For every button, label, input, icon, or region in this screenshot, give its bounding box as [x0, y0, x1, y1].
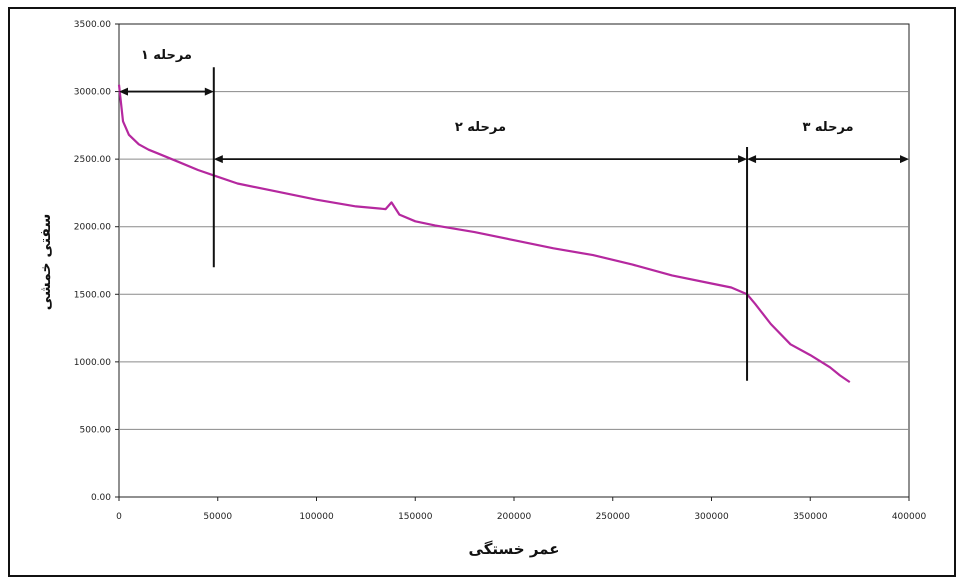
arrow-head-right — [900, 155, 909, 164]
x-tick-label: 300000 — [694, 512, 729, 522]
y-axis-label: سفتی خمشی — [38, 214, 54, 310]
y-tick-label: 3500.00 — [74, 20, 111, 30]
arrow-head-left — [213, 155, 223, 164]
x-tick-label: 250000 — [596, 512, 631, 522]
y-tick-label: 2500.00 — [74, 155, 111, 165]
x-tick-label: 350000 — [793, 512, 828, 522]
x-axis-label: عمر خستگی — [469, 540, 560, 558]
x-axis: 0 50000 100000 150000 200000 250000 300000 3500… — [116, 497, 926, 522]
y-tick-label: 1000.00 — [74, 358, 111, 368]
arrow-head-left — [119, 87, 128, 96]
y-tick-label: 3000.00 — [74, 88, 111, 98]
y-axis: 0.00 500.00 1000.00 1500.00 2000.00 2500.00 30… — [74, 20, 119, 503]
x-tick-label: 200000 — [497, 512, 532, 522]
arrow-head-right — [204, 87, 214, 96]
y-tick-label: 2000.00 — [74, 223, 111, 233]
y-tick-label: 500.00 — [80, 425, 112, 435]
arrow-head-right — [738, 155, 748, 164]
plot-area — [118, 23, 910, 498]
stage-label: مرحله ۱ — [141, 48, 192, 63]
stage-label: مرحله ۲ — [455, 120, 506, 135]
y-tick-label: 0.00 — [91, 493, 111, 503]
x-tick-label: 400000 — [892, 512, 927, 522]
x-tick-label: 150000 — [398, 512, 433, 522]
arrow-head-left — [747, 155, 757, 164]
stage-annotations: مرحله ۱ مرحله ۲ مرحله ۳ — [119, 48, 909, 381]
stage-label: مرحله ۳ — [802, 120, 853, 135]
x-tick-label: 100000 — [299, 512, 334, 522]
x-tick-label: 50000 — [203, 512, 232, 522]
series-layer — [117, 84, 851, 384]
y-tick-label: 1500.00 — [74, 290, 111, 300]
x-tick-label: 0 — [116, 512, 122, 522]
series-line — [117, 84, 851, 384]
